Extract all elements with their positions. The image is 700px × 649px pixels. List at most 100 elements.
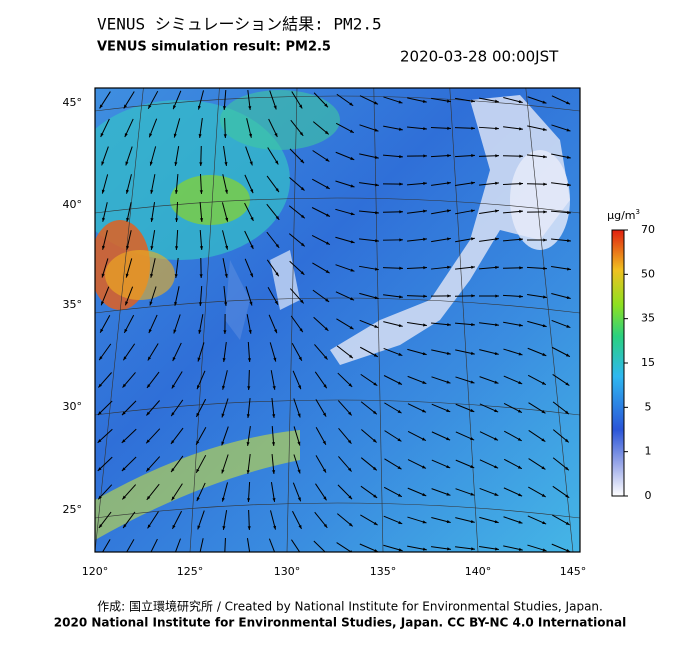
wind-arrow-head [196, 468, 200, 473]
wind-arrow-head [566, 128, 571, 132]
wind-arrow-head [518, 547, 523, 551]
wind-arrow-head [170, 440, 175, 444]
colorbar-label: 35 [641, 312, 655, 325]
wind-arrow-head [273, 357, 277, 362]
wind-arrow-head [221, 413, 225, 418]
wind-arrow-head [199, 218, 204, 222]
wind-arrow-head [470, 492, 475, 496]
wind-arrow-head [374, 324, 379, 328]
wind-arrow-head [247, 526, 251, 530]
wind-arrow-head [494, 380, 499, 384]
meridian [449, 88, 479, 552]
wind-arrow-head [399, 154, 403, 159]
wind-arrow-head [250, 189, 254, 194]
wind-arrow-head [272, 470, 276, 474]
wind-arrow-head [565, 494, 570, 498]
wind-arrow-head [297, 469, 301, 474]
wind-arrow-head [325, 298, 330, 302]
wind-arrow-head [100, 553, 103, 557]
wind-arrow-head [447, 126, 451, 130]
wind-arrow-head [423, 181, 427, 186]
wind-arrow-head [146, 411, 151, 416]
wind-arrow-head [446, 380, 451, 384]
wind-arrow-head [373, 494, 378, 498]
wind-arrow-head [198, 329, 202, 334]
wind-arrow-head [126, 245, 130, 250]
wind-arrow [291, 539, 301, 552]
wind-arrow-head [397, 493, 402, 497]
wind-arrow-head [372, 438, 377, 443]
wind-arrow-head [374, 101, 379, 105]
wind-arrow-head [98, 383, 102, 388]
wind-arrow-head [398, 548, 403, 552]
wind-arrow-head [248, 554, 251, 558]
wind-arrow-head [125, 161, 129, 166]
wind-arrow-head [447, 154, 451, 158]
wind-arrow-head [124, 553, 127, 557]
wind-arrow-head [250, 245, 254, 250]
lon-label: 120° [82, 565, 109, 578]
wind-arrow-head [372, 410, 377, 415]
lon-label: 145° [560, 565, 587, 578]
wind-arrow-head [196, 412, 200, 417]
wind-arrow-head [374, 155, 379, 159]
wind-arrow-head [422, 493, 427, 496]
wind-arrow [174, 538, 181, 552]
wind-arrow-head [223, 134, 227, 138]
wind-arrow-head [146, 467, 150, 472]
wind-arrow-head [123, 356, 127, 361]
wind-arrow-head [147, 524, 151, 529]
wind-arrow-head [349, 129, 354, 133]
credit: 作成: 国立環境研究所 / Created by National Instit… [97, 599, 603, 614]
wind-arrow-head [325, 158, 330, 162]
wind-arrow-head [172, 524, 176, 529]
wind-arrow-head [495, 209, 499, 213]
wind-arrow-head [398, 324, 403, 328]
wind-arrow-head [565, 410, 569, 415]
wind-arrow-head [423, 323, 427, 327]
wind-arrow-head [199, 274, 203, 278]
wind-arrow-head [223, 330, 227, 334]
wind-arrow-head [470, 465, 475, 468]
wind-arrow-head [323, 496, 327, 501]
wind-arrow-head [322, 440, 326, 445]
meridian [373, 88, 384, 552]
wind-arrow-head [541, 493, 546, 497]
wind-arrow-head [399, 295, 403, 299]
wind-arrow-head [422, 352, 427, 356]
wind-arrow-head [518, 352, 523, 356]
wind-arrow-head [348, 411, 352, 416]
wind-arrow-head [348, 383, 353, 387]
wind-arrow-head [446, 408, 451, 412]
wind-arrow-head [446, 520, 451, 524]
wind-arrow-head [149, 161, 153, 166]
wind-arrow-head [495, 265, 499, 270]
wind-arrow-head [97, 467, 102, 471]
wind-arrow-head [174, 190, 178, 194]
wind-arrow-head [299, 552, 302, 556]
wind-arrow-head [349, 102, 354, 106]
wind-arrow-head [298, 385, 301, 390]
wind-arrow-head [373, 521, 378, 526]
wind-arrow-head [246, 414, 250, 418]
wind-arrow-head [222, 358, 226, 362]
wind-arrow-head [272, 497, 276, 502]
lat-label: 30° [63, 400, 83, 413]
wind-arrow-head [101, 273, 105, 278]
wind-arrow-head [275, 160, 279, 165]
wind-arrow-head [470, 519, 475, 524]
wind-arrow-head [519, 266, 523, 270]
lon-label: 130° [274, 565, 301, 578]
wind-arrow-head [423, 266, 427, 270]
wind-arrow-head [197, 357, 201, 362]
wind-arrow-head [274, 133, 278, 137]
wind-arrow-head [222, 106, 227, 110]
wind-arrow-head [495, 126, 499, 130]
wind-arrow-head [517, 437, 522, 441]
lon-label: 125° [177, 565, 204, 578]
wind-arrow-head [423, 237, 427, 241]
wind-arrow-head [221, 441, 225, 446]
wind-arrow-head [447, 547, 451, 551]
wind-arrow-head [250, 216, 254, 221]
wind-arrow [313, 540, 326, 552]
